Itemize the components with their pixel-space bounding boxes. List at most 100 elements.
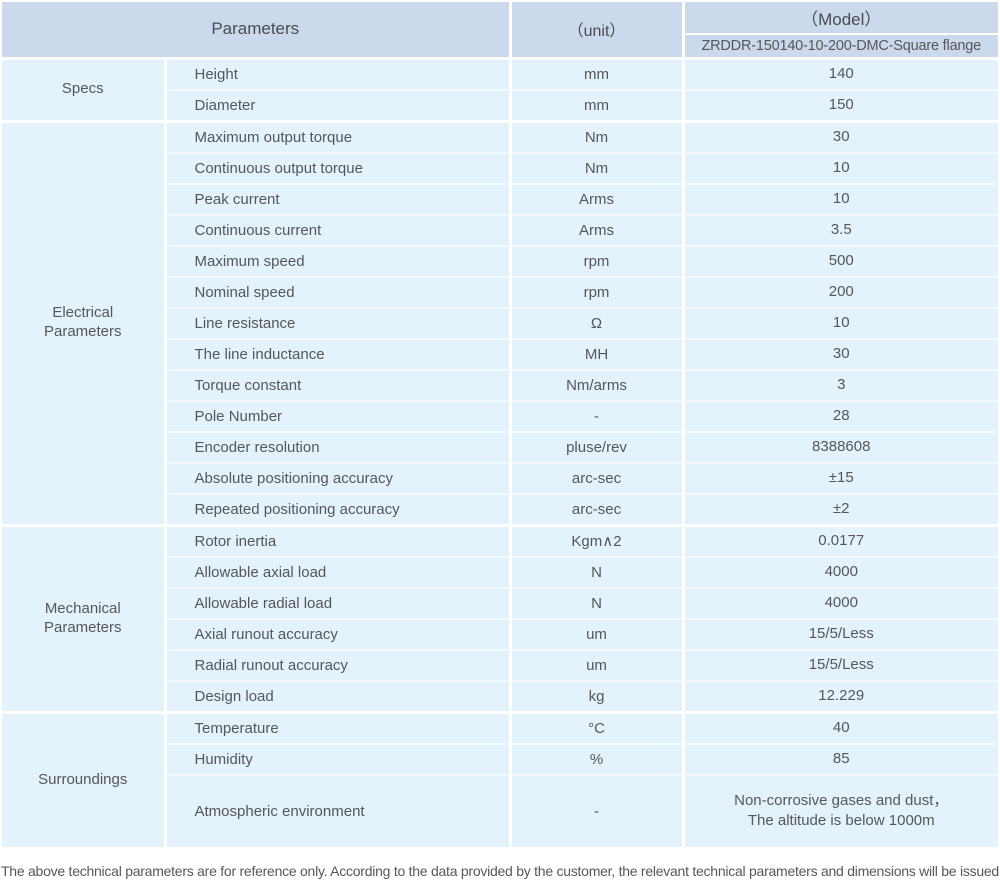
- param-cell: Temperature: [165, 712, 512, 745]
- value-cell: 3.5: [683, 214, 998, 247]
- footer-note: The above technical parameters are for r…: [1, 862, 1000, 879]
- value-cell: 150: [683, 89, 998, 123]
- value-cell: 200: [683, 276, 998, 309]
- value-cell: 30: [683, 338, 998, 371]
- unit-cell: rpm: [510, 276, 685, 309]
- value-cell: 500: [683, 245, 998, 278]
- value-cell: 15/5/Less: [683, 618, 998, 651]
- table-row: Allowable radial load N 4000: [2, 587, 998, 620]
- value-cell: ±15: [683, 462, 998, 495]
- table-row: Absolute positioning accuracy arc-sec ±15: [2, 462, 998, 495]
- value-cell: 30: [683, 121, 998, 154]
- unit-cell: mm: [510, 58, 685, 91]
- param-cell: Torque constant: [165, 369, 512, 402]
- spec-table-body: Specs Height mm 140 Diameter mm 150 Electrical …: [2, 58, 998, 850]
- table-row: Torque constant Nm/arms 3: [2, 369, 998, 402]
- table-row: Humidity% 85: [2, 743, 998, 776]
- value-cell: 15/5/Less: [683, 649, 998, 682]
- param-cell: The line inductance: [165, 338, 512, 371]
- group-label-specs: Specs: [2, 58, 167, 123]
- unit-cell: °C: [510, 712, 685, 745]
- param-cell: Axial runout accuracy: [165, 618, 512, 651]
- param-cell: Continuous output torque: [165, 152, 512, 185]
- unit-cell: -: [510, 774, 685, 850]
- param-cell: Encoder resolution: [165, 431, 512, 464]
- value-cell: 8388608: [683, 431, 998, 464]
- param-cell: Continuous current: [165, 214, 512, 247]
- param-cell: Allowable axial load: [165, 556, 512, 589]
- unit-cell: pluse/rev: [510, 431, 685, 464]
- table-row: Encoder resolution pluse/rev 8388608: [2, 431, 998, 464]
- table-row: Diameter mm 150: [2, 89, 998, 123]
- param-cell: Line resistance: [165, 307, 512, 340]
- spec-table-header: Parameters （unit） （Model） ZRDDR-150140-1…: [2, 2, 998, 60]
- param-cell: Maximum speed: [165, 245, 512, 278]
- value-cell: 3: [683, 369, 998, 402]
- table-row: Pole Number -28: [2, 400, 998, 433]
- table-row: Design load kg 12.229: [2, 680, 998, 714]
- header-row-1: Parameters （unit） （Model）: [2, 2, 998, 60]
- param-cell: Nominal speed: [165, 276, 512, 309]
- unit-cell: %: [510, 743, 685, 776]
- table-row: Repeated positioning accuracy arc-sec ±2: [2, 493, 998, 527]
- unit-cell: kg: [510, 680, 685, 714]
- param-cell: Diameter: [165, 89, 512, 123]
- value-cell: 4000: [683, 556, 998, 589]
- unit-cell: Nm: [510, 152, 685, 185]
- value-cell: 10: [683, 183, 998, 216]
- param-cell: Repeated positioning accuracy: [165, 493, 512, 527]
- group-label-surroundings: Surroundings: [2, 712, 167, 850]
- param-cell: Maximum output torque: [165, 121, 512, 154]
- unit-cell: -: [510, 400, 685, 433]
- table-row: Mechanical Parameters Rotor inertia Kgm∧2 0…: [2, 525, 998, 714]
- unit-cell: N: [510, 556, 685, 589]
- header-row-2: ZRDDR-150140-10-200-DMC-Square flange: [2, 34, 998, 60]
- group-label-mechanical-parameters: Mechanical Parameters: [2, 525, 167, 714]
- table-row: Electrical Parameters Maximum output torq…: [2, 121, 998, 527]
- spec-table: Parameters （unit） （Model） ZRDDR-150140-1…: [2, 2, 998, 850]
- unit-cell: rpm: [510, 245, 685, 278]
- model-header: （Model）: [683, 2, 998, 35]
- table-row: Axial runout accuracy um 15/5/Less: [2, 618, 998, 651]
- unit-cell: arc-sec: [510, 462, 685, 495]
- value-cell: ±2: [683, 493, 998, 527]
- param-cell: Height: [165, 58, 512, 91]
- param-cell: Peak current: [165, 183, 512, 216]
- unit-cell: Nm: [510, 121, 685, 154]
- unit-cell: mm: [510, 89, 685, 123]
- unit-cell: um: [510, 618, 685, 651]
- unit-cell: N: [510, 587, 685, 620]
- unit-cell: Nm/arms: [510, 369, 685, 402]
- parameters-header: Parameters: [2, 2, 512, 60]
- model-value: ZRDDR-150140-10-200-DMC-Square flange: [683, 34, 998, 60]
- table-row: Continuous current Arms 3.5: [2, 214, 998, 247]
- param-cell: Absolute positioning accuracy: [165, 462, 512, 495]
- table-row: Line resistance Ω 10: [2, 307, 998, 340]
- param-cell: Radial runout accuracy: [165, 649, 512, 682]
- table-row: Maximum speed rpm 500: [2, 245, 998, 278]
- unit-cell: Arms: [510, 183, 685, 216]
- unit-header: （unit）: [510, 2, 685, 60]
- param-cell: Atmospheric environment: [165, 774, 512, 850]
- param-cell: Allowable radial load: [165, 587, 512, 620]
- unit-cell: arc-sec: [510, 493, 685, 527]
- param-cell: Design load: [165, 680, 512, 714]
- value-cell: 140: [683, 58, 998, 91]
- value-cell: 4000: [683, 587, 998, 620]
- value-cell: 10: [683, 307, 998, 340]
- table-row: The line inductance MH 30: [2, 338, 998, 371]
- value-cell: 0.0177: [683, 525, 998, 558]
- group-label-electrical-parameters: Electrical Parameters: [2, 121, 167, 527]
- param-cell: Pole Number: [165, 400, 512, 433]
- param-cell: Rotor inertia: [165, 525, 512, 558]
- table-row: Continuous output torque Nm 10: [2, 152, 998, 185]
- unit-cell: Kgm∧2: [510, 525, 685, 558]
- value-cell: 85: [683, 743, 998, 776]
- table-row: Radial runout accuracy um 15/5/Less: [2, 649, 998, 682]
- value-cell: Non-corrosive gases and dust， The altitu…: [683, 774, 998, 850]
- table-row: Peak current Arms 10: [2, 183, 998, 216]
- table-row: Nominal speed rpm 200: [2, 276, 998, 309]
- table-row: Specs Height mm 140: [2, 58, 998, 123]
- param-cell: Humidity: [165, 743, 512, 776]
